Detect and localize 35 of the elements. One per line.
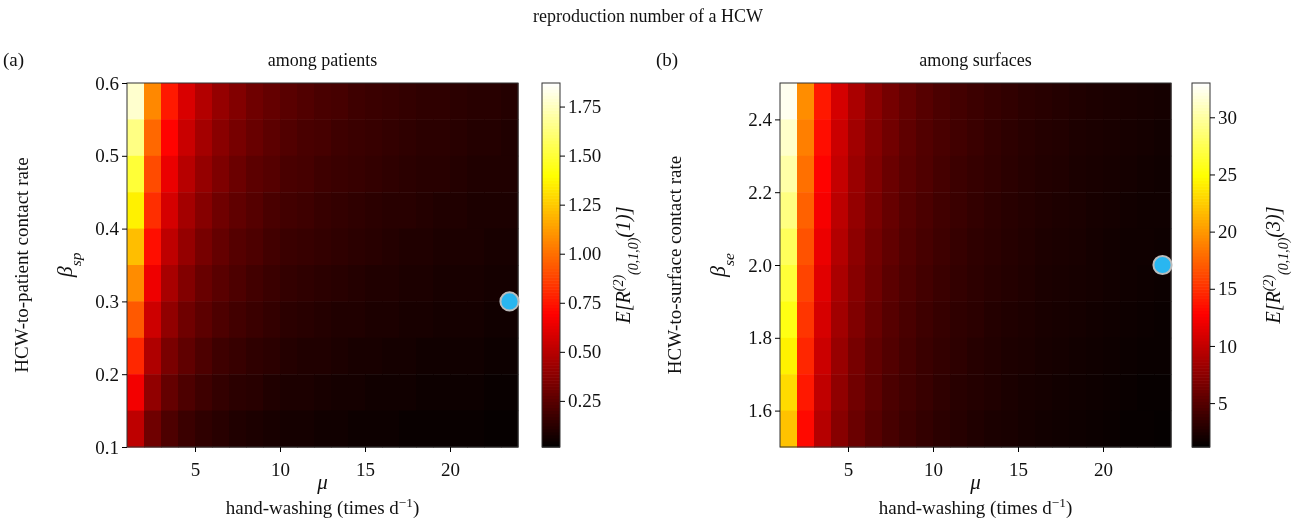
color-bar-label: 10 xyxy=(1218,335,1237,357)
chart-title: among surfaces xyxy=(919,50,1032,70)
x-tick-label: 20 xyxy=(1094,458,1113,480)
y-tick-label: 2.4 xyxy=(748,108,773,130)
color-bar-label: 20 xyxy=(1218,221,1237,243)
color-bar-label: 1.75 xyxy=(568,96,602,118)
y-tick-label: 0.5 xyxy=(95,145,119,167)
y-tick-label: 0.1 xyxy=(95,436,119,458)
text: (b) xyxy=(656,49,679,71)
color-bar-label: 1.50 xyxy=(568,145,602,167)
x-tick-label: 15 xyxy=(356,458,375,480)
chart-title: among patients xyxy=(267,50,378,70)
y-tick-label: 2.0 xyxy=(748,254,772,276)
text: reproduction number of a HCW xyxy=(533,6,763,26)
color-bar-label: 25 xyxy=(1218,164,1237,186)
color-bar-label: 5 xyxy=(1218,392,1228,414)
y-tick-label: 1.8 xyxy=(748,327,772,349)
color-bar-label: 1.25 xyxy=(568,194,602,216)
color-bar-label: 30 xyxy=(1218,106,1237,128)
y-tick-label: 2.2 xyxy=(748,181,772,203)
color-bar-label: 0.50 xyxy=(568,341,602,363)
color-bar-label: 15 xyxy=(1218,278,1237,300)
color-bar-label: 0.75 xyxy=(568,292,602,314)
y-tick-label: 0.6 xyxy=(95,72,119,94)
x-tick-label: 5 xyxy=(190,458,201,480)
y-tick-label: 0.3 xyxy=(95,290,119,312)
text: (a) xyxy=(3,49,25,71)
color-bar-label: 1.00 xyxy=(568,243,602,265)
y-tick-label: 1.6 xyxy=(748,400,772,422)
x-tick-label: 20 xyxy=(441,458,460,480)
x-tick-label: 15 xyxy=(1009,458,1028,480)
y-tick-label: 0.4 xyxy=(95,218,120,240)
color-bar-label: 0.25 xyxy=(568,390,602,412)
x-tick-label: 5 xyxy=(843,458,854,480)
y-tick-label: 0.2 xyxy=(95,363,119,385)
